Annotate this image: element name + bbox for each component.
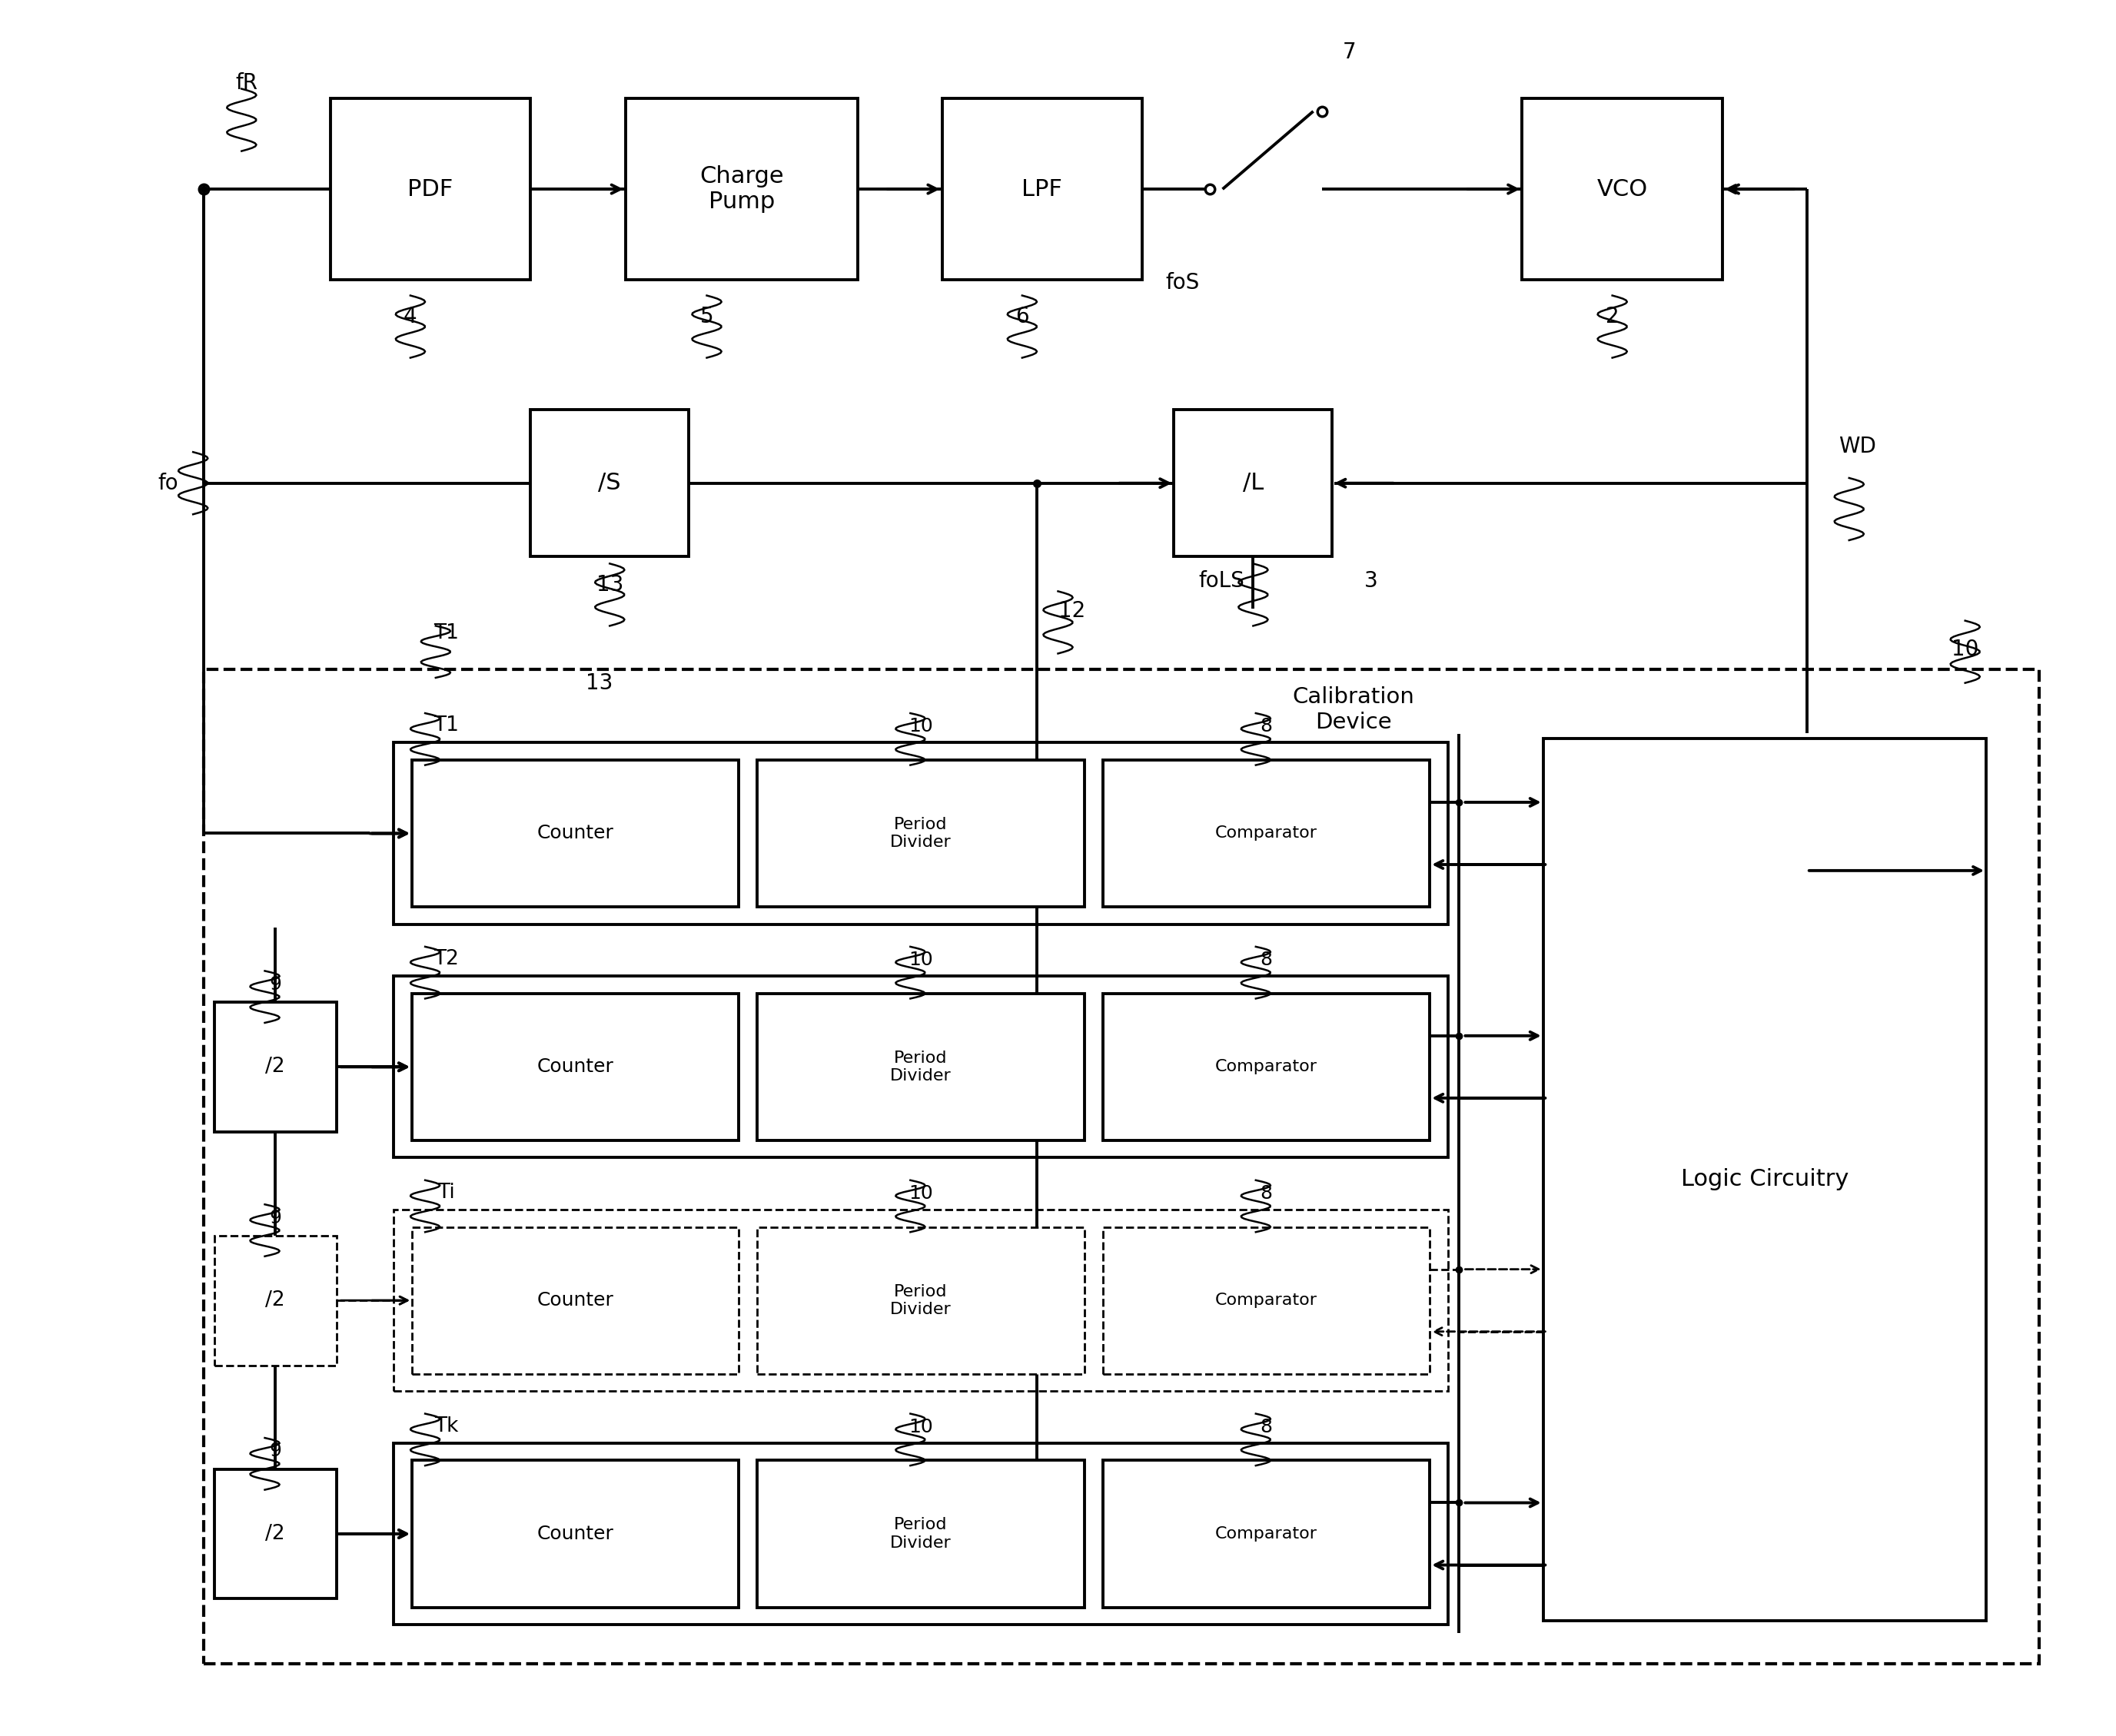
- Text: Calibration
Device: Calibration Device: [1293, 686, 1413, 733]
- Text: 8: 8: [1261, 717, 1272, 736]
- Text: 10: 10: [908, 951, 933, 969]
- Text: 10: 10: [908, 717, 933, 736]
- Bar: [413, 760, 738, 906]
- Text: Comparator: Comparator: [1215, 1526, 1318, 1542]
- Text: Comparator: Comparator: [1215, 1293, 1318, 1309]
- Text: WD: WD: [1839, 436, 1877, 457]
- Text: 8: 8: [1261, 951, 1272, 969]
- Bar: [942, 99, 1143, 279]
- Text: 4: 4: [404, 306, 417, 328]
- Text: fo: fo: [159, 472, 178, 495]
- Text: 10: 10: [908, 1184, 933, 1203]
- Text: Counter: Counter: [537, 1057, 614, 1076]
- Text: 2: 2: [1606, 306, 1619, 328]
- Text: 9: 9: [269, 1443, 281, 1460]
- Bar: [1521, 99, 1722, 279]
- Text: /2: /2: [264, 1290, 286, 1311]
- Bar: [214, 1236, 336, 1364]
- Bar: [394, 1443, 1447, 1625]
- Text: /2: /2: [264, 1057, 286, 1076]
- Text: T1: T1: [434, 623, 459, 642]
- Text: Comparator: Comparator: [1215, 1059, 1318, 1075]
- Text: 7: 7: [1344, 42, 1356, 62]
- Text: 3: 3: [1365, 571, 1378, 592]
- Text: foLS: foLS: [1198, 571, 1244, 592]
- Bar: [1102, 993, 1430, 1141]
- Text: 9: 9: [269, 976, 281, 993]
- Bar: [758, 1227, 1083, 1373]
- Bar: [394, 976, 1447, 1158]
- Text: Comparator: Comparator: [1215, 826, 1318, 842]
- Bar: [214, 1469, 336, 1599]
- Text: PDF: PDF: [408, 179, 453, 200]
- Text: T2: T2: [434, 950, 459, 969]
- Text: 13: 13: [597, 575, 624, 595]
- Text: 6: 6: [1016, 306, 1028, 328]
- Text: Logic Circuitry: Logic Circuitry: [1680, 1168, 1849, 1191]
- Bar: [1174, 410, 1333, 557]
- Bar: [330, 99, 531, 279]
- Text: Counter: Counter: [537, 825, 614, 842]
- Bar: [531, 410, 690, 557]
- Bar: [413, 1227, 738, 1373]
- Text: Ti: Ti: [438, 1182, 455, 1203]
- Bar: [758, 1460, 1083, 1608]
- Text: 8: 8: [1261, 1418, 1272, 1436]
- Text: Period
Divider: Period Divider: [891, 818, 952, 851]
- Text: VCO: VCO: [1598, 179, 1648, 200]
- Bar: [1102, 760, 1430, 906]
- Text: 10: 10: [1951, 639, 1978, 660]
- Text: 9: 9: [269, 1208, 281, 1227]
- Text: Counter: Counter: [537, 1292, 614, 1309]
- Text: Period
Divider: Period Divider: [891, 1517, 952, 1550]
- Bar: [203, 668, 2040, 1663]
- Bar: [758, 760, 1083, 906]
- Text: Period
Divider: Period Divider: [891, 1285, 952, 1318]
- Bar: [1543, 738, 1987, 1620]
- Text: fR: fR: [235, 73, 258, 94]
- Bar: [413, 993, 738, 1141]
- Bar: [626, 99, 857, 279]
- Text: T1: T1: [434, 715, 459, 736]
- Text: 13: 13: [586, 672, 614, 694]
- Bar: [394, 1210, 1447, 1391]
- Text: 8: 8: [1261, 1184, 1272, 1203]
- Text: /S: /S: [599, 472, 622, 495]
- Bar: [758, 993, 1083, 1141]
- Text: Counter: Counter: [537, 1524, 614, 1543]
- Text: Charge
Pump: Charge Pump: [700, 165, 783, 214]
- Text: foS: foS: [1166, 273, 1200, 293]
- Text: Tk: Tk: [434, 1417, 459, 1436]
- Text: /2: /2: [264, 1524, 286, 1543]
- Text: 12: 12: [1058, 601, 1086, 621]
- Text: 10: 10: [908, 1418, 933, 1436]
- Bar: [394, 743, 1447, 924]
- Text: LPF: LPF: [1022, 179, 1062, 200]
- Bar: [413, 1460, 738, 1608]
- Text: 5: 5: [700, 306, 713, 328]
- Bar: [1102, 1460, 1430, 1608]
- Bar: [214, 1002, 336, 1132]
- Text: Period
Divider: Period Divider: [891, 1050, 952, 1083]
- Bar: [1102, 1227, 1430, 1373]
- Text: /L: /L: [1242, 472, 1263, 495]
